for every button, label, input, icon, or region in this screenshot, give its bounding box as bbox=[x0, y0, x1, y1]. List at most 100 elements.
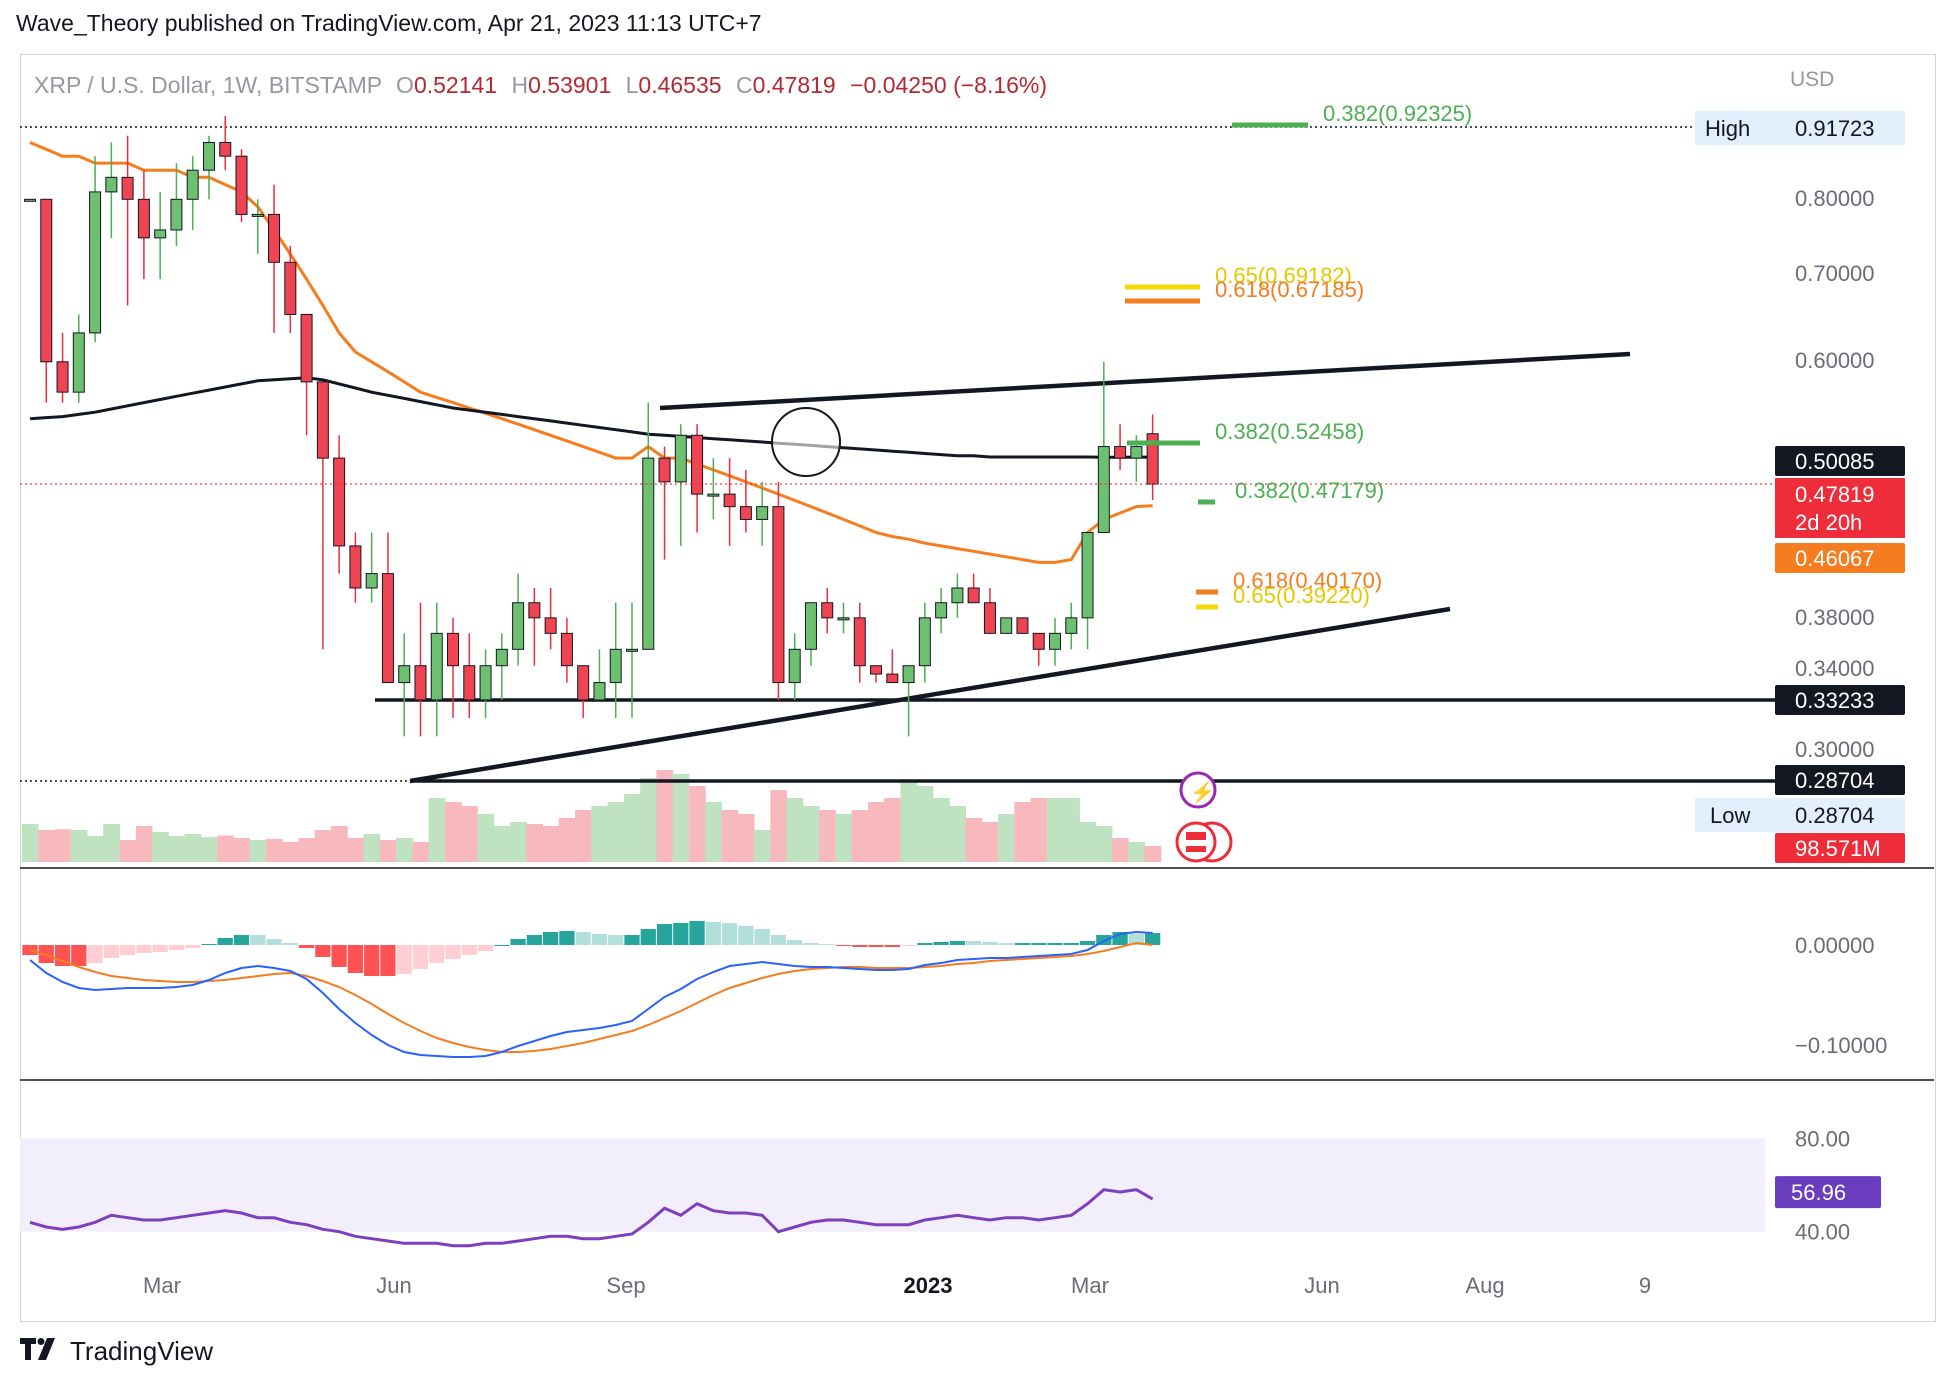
candle-body bbox=[821, 602, 834, 619]
volume-bar bbox=[558, 818, 576, 862]
change-value: −0.04250 (−8.16%) bbox=[850, 72, 1048, 98]
volume-bar bbox=[347, 838, 365, 862]
candle-body bbox=[772, 506, 785, 684]
macd-axis-tick: −0.10000 bbox=[1795, 1033, 1887, 1058]
close-label: C bbox=[735, 72, 753, 98]
macd-histogram-bar bbox=[852, 945, 868, 947]
time-axis-tick: Sep bbox=[606, 1273, 645, 1298]
volume-bar bbox=[168, 836, 186, 862]
candle-body bbox=[560, 632, 573, 667]
volume-bar bbox=[412, 842, 430, 862]
fib-level-label: 0.65(0.39220) bbox=[1233, 583, 1370, 608]
candle-body bbox=[105, 176, 118, 193]
time-axis-tick: Mar bbox=[143, 1273, 181, 1298]
macd-histogram-bar bbox=[1079, 941, 1096, 945]
volume-bar bbox=[998, 814, 1015, 862]
low-label: L bbox=[625, 72, 639, 98]
macd-histogram-bar bbox=[168, 945, 185, 950]
volume-bar bbox=[152, 832, 169, 862]
macd-histogram-bar bbox=[1047, 943, 1063, 945]
macd-axis-tick: 0.00000 bbox=[1795, 933, 1875, 958]
macd-histogram-bar bbox=[315, 945, 331, 957]
macd-line bbox=[29, 930, 1153, 1058]
candle-body bbox=[24, 198, 36, 202]
high-tag-bg bbox=[1695, 111, 1905, 145]
publisher-line: Wave_Theory published on TradingView.com… bbox=[16, 10, 762, 36]
volume-bar bbox=[298, 838, 316, 862]
symbol-name[interactable]: XRP / U.S. Dollar, 1W, BITSTAMP bbox=[34, 72, 382, 98]
candle-body bbox=[1146, 433, 1159, 485]
volume-bar bbox=[70, 830, 88, 862]
currency-label[interactable]: USD bbox=[1790, 68, 1835, 91]
macd-histogram-bar bbox=[819, 944, 835, 945]
volume-bar bbox=[1095, 826, 1113, 862]
candle-body bbox=[788, 648, 801, 684]
volume-bar bbox=[754, 830, 771, 862]
macd-histogram-bar bbox=[917, 943, 933, 945]
brand-name: TradingView bbox=[70, 1335, 214, 1366]
macd-histogram-bar bbox=[705, 922, 721, 945]
macd-histogram-bar bbox=[71, 945, 87, 966]
volume-bar bbox=[1030, 798, 1048, 862]
fib-level-label: 0.618(0.67185) bbox=[1215, 277, 1364, 302]
macd-histogram-bar bbox=[738, 926, 754, 945]
candle-body bbox=[609, 648, 622, 684]
volume-bar bbox=[265, 838, 283, 862]
volume-bar bbox=[119, 840, 137, 862]
price-axis-tick: 0.34000 bbox=[1795, 656, 1875, 681]
candle-body bbox=[723, 493, 736, 508]
low-line-value-tag: 0.28704 bbox=[1795, 768, 1875, 793]
low-tag-bg bbox=[1695, 798, 1905, 832]
macd-histogram-bar bbox=[347, 945, 364, 973]
candle-body bbox=[463, 665, 476, 701]
macd-histogram-bar bbox=[640, 929, 656, 945]
candle-body bbox=[316, 381, 329, 459]
candle-body bbox=[625, 648, 638, 652]
candle-body bbox=[528, 602, 541, 619]
candle-body bbox=[918, 617, 931, 667]
flag-stripe bbox=[1186, 832, 1206, 840]
ma200-value-tag: 0.50085 bbox=[1795, 449, 1875, 474]
macd-histogram-bar bbox=[136, 945, 152, 953]
low-tag-label: Low bbox=[1710, 803, 1750, 828]
volume-bar bbox=[477, 814, 495, 862]
candle-body bbox=[577, 665, 590, 701]
macd-histogram-bar bbox=[1031, 943, 1047, 945]
candle-body bbox=[479, 665, 492, 701]
volume-bar bbox=[86, 836, 104, 862]
candle-body bbox=[593, 682, 606, 701]
macd-histogram-bar bbox=[152, 945, 168, 952]
rsi-value-tag: 56.96 bbox=[1791, 1180, 1846, 1205]
macd-histogram-bar bbox=[884, 945, 900, 947]
macd-histogram-bar bbox=[266, 939, 282, 945]
macd-histogram-bar bbox=[689, 921, 705, 945]
volume-bar bbox=[330, 826, 348, 862]
volume-bar bbox=[444, 802, 462, 862]
candle-body bbox=[251, 213, 264, 217]
candle-body bbox=[447, 632, 460, 667]
volume-bar bbox=[135, 826, 153, 862]
fib-level-label: 0.382(0.92325) bbox=[1323, 101, 1472, 126]
candle-body bbox=[544, 617, 557, 634]
volume-bar bbox=[461, 806, 478, 862]
candle-body bbox=[333, 457, 346, 547]
macd-histogram-bar bbox=[966, 941, 982, 945]
candle-body bbox=[495, 648, 508, 667]
volume-bar bbox=[1128, 842, 1145, 862]
volume-bar bbox=[54, 829, 72, 862]
macd-histogram-bar bbox=[510, 939, 526, 945]
fib-level-label: 0.65(0.69182) bbox=[1215, 263, 1352, 288]
macd-histogram-bar bbox=[673, 923, 689, 945]
rsi-band bbox=[20, 1138, 1765, 1232]
resistance-trendline bbox=[659, 351, 1631, 411]
high-tag-value: 0.91723 bbox=[1795, 116, 1875, 141]
lightning-event-icon bbox=[1179, 771, 1217, 809]
time-axis-tick: Mar bbox=[1071, 1273, 1109, 1298]
symbol-legend: XRP / U.S. Dollar, 1W, BITSTAMP O0.52141… bbox=[34, 72, 1047, 99]
brand-footer[interactable]: TradingView bbox=[20, 1333, 213, 1369]
macd-histogram-bar bbox=[787, 940, 803, 945]
volume-bar bbox=[607, 802, 625, 862]
high-value: 0.53901 bbox=[528, 72, 612, 98]
volume-value-tag: 98.571M bbox=[1795, 836, 1881, 861]
